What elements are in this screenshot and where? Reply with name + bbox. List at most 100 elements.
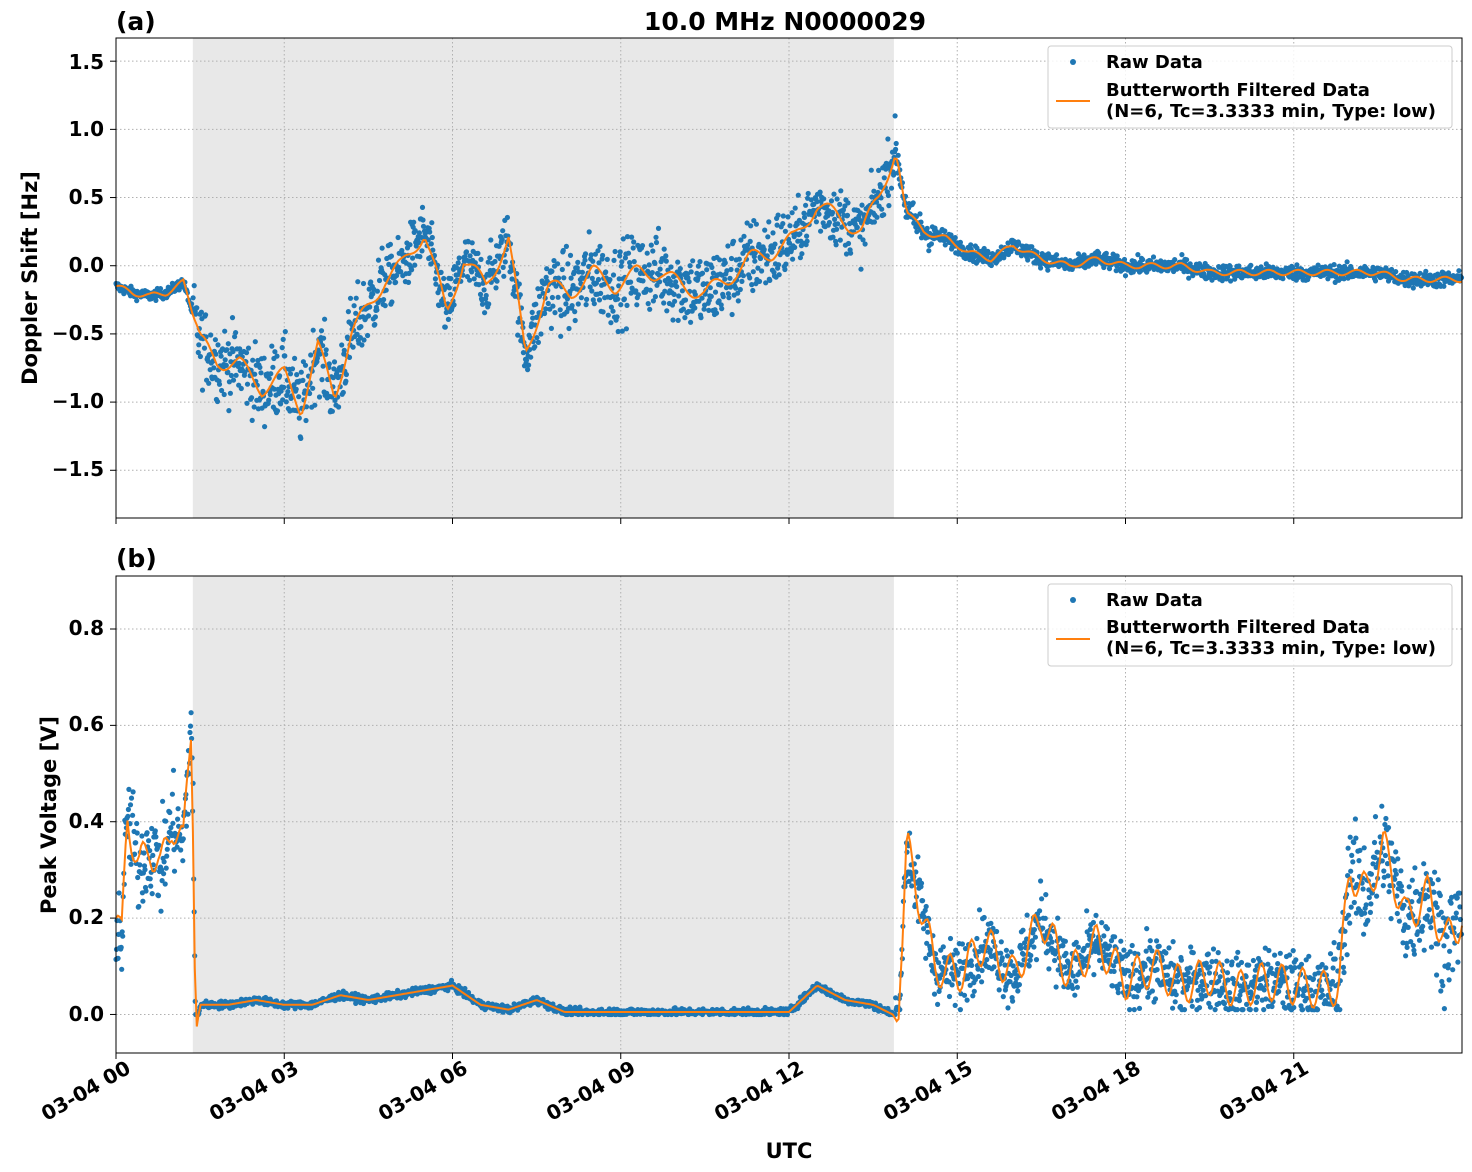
raw-data-point [1175, 979, 1181, 985]
raw-data-point [731, 238, 737, 244]
raw-data-point [888, 185, 895, 191]
raw-data-point [981, 914, 987, 921]
raw-data-point [893, 140, 899, 147]
raw-data-point [251, 404, 257, 410]
raw-data-point [266, 397, 272, 403]
raw-data-point [372, 314, 378, 320]
raw-data-point [164, 853, 170, 859]
raw-data-point [1310, 976, 1316, 982]
raw-data-point [686, 279, 692, 285]
raw-data-point [680, 306, 687, 312]
raw-data-point [330, 375, 336, 381]
raw-data-point [279, 345, 285, 351]
raw-data-point [237, 346, 243, 352]
raw-data-point [549, 268, 555, 274]
raw-data-point [1149, 948, 1155, 954]
raw-data-point [1049, 939, 1055, 945]
raw-data-point [952, 235, 958, 241]
raw-data-point [969, 962, 975, 969]
raw-data-point [650, 298, 657, 304]
raw-data-point [167, 809, 173, 816]
raw-data-point [549, 294, 556, 301]
raw-data-point [353, 295, 359, 301]
raw-data-point [374, 307, 380, 313]
raw-data-point [616, 283, 622, 289]
panel-a: (a) −1.5 −1.0 −0.5 0.0 0.5 1.0 1.5 Doppl… [18, 7, 1465, 524]
raw-data-point [153, 834, 159, 840]
raw-data-point [1055, 915, 1061, 921]
raw-data-point [661, 300, 667, 306]
raw-data-point [801, 210, 807, 216]
raw-data-point [494, 278, 500, 284]
raw-data-point [624, 234, 631, 240]
raw-data-point [740, 273, 747, 279]
raw-data-point [957, 1007, 964, 1013]
raw-data-point [1043, 892, 1049, 898]
raw-data-point [879, 206, 885, 212]
raw-data-point [310, 327, 316, 333]
raw-data-point [429, 234, 435, 241]
raw-data-point [679, 288, 686, 294]
raw-data-point [1031, 927, 1037, 933]
raw-data-point [456, 255, 462, 261]
raw-data-point [610, 272, 617, 278]
raw-data-point [748, 223, 754, 229]
raw-data-point [830, 234, 836, 240]
raw-data-point [388, 253, 394, 259]
raw-data-point [734, 267, 740, 273]
raw-data-point [858, 266, 864, 272]
raw-data-point [533, 301, 539, 307]
raw-data-point [372, 321, 378, 328]
raw-data-point [1062, 938, 1068, 944]
raw-data-point [616, 276, 622, 282]
raw-data-point [747, 238, 753, 244]
raw-data-point [735, 290, 741, 296]
raw-data-point [143, 888, 149, 894]
raw-data-point [225, 341, 231, 347]
raw-data-point [410, 255, 416, 261]
raw-data-point [682, 297, 689, 303]
raw-data-point [784, 251, 791, 257]
raw-data-point [1393, 269, 1399, 275]
raw-data-point [595, 276, 602, 283]
raw-data-point [478, 256, 484, 262]
raw-data-point [532, 344, 538, 350]
raw-data-point [756, 278, 763, 284]
raw-data-point [282, 329, 288, 335]
raw-data-point [233, 372, 239, 378]
raw-data-point [157, 286, 164, 292]
raw-data-point [277, 373, 283, 379]
raw-data-point [942, 242, 948, 248]
raw-data-point [381, 297, 387, 303]
figure-title: 10.0 MHz N0000029 [644, 7, 926, 36]
raw-data-point [923, 955, 929, 961]
raw-data-point [885, 192, 892, 199]
raw-data-point [1101, 933, 1107, 939]
raw-data-point [1225, 977, 1231, 983]
raw-data-point [633, 288, 639, 294]
raw-data-point [767, 277, 773, 283]
raw-data-point [923, 903, 929, 910]
raw-data-point [707, 285, 713, 291]
raw-data-point [1196, 1005, 1203, 1011]
raw-data-point [988, 920, 994, 927]
raw-data-point [780, 213, 786, 219]
raw-data-point [367, 304, 373, 310]
raw-data-point [119, 929, 125, 935]
raw-data-point [142, 867, 148, 873]
raw-data-point [196, 342, 202, 348]
raw-data-point [617, 249, 623, 255]
raw-data-point [187, 729, 193, 736]
raw-data-point [427, 229, 433, 235]
raw-data-point [1156, 943, 1162, 949]
raw-data-point [713, 310, 720, 316]
raw-data-point [1018, 945, 1024, 951]
raw-data-point [1015, 988, 1021, 994]
raw-data-point [661, 246, 667, 252]
raw-data-point [141, 850, 147, 856]
raw-data-point [670, 317, 676, 323]
raw-data-point [529, 309, 535, 315]
raw-data-point [163, 865, 169, 871]
raw-data-point [266, 375, 272, 381]
raw-data-point [368, 279, 374, 285]
